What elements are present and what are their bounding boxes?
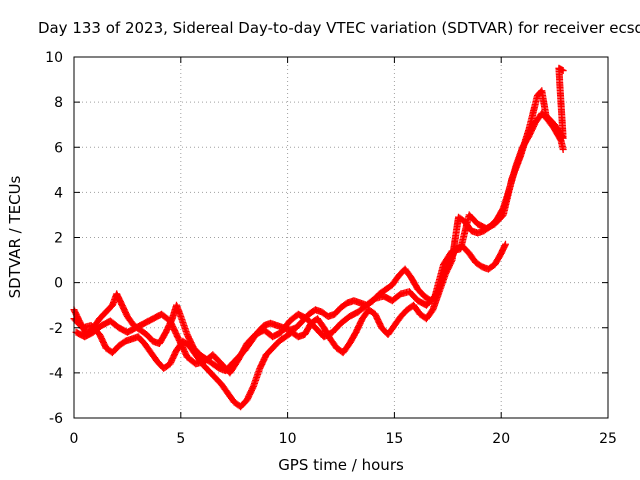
y-tick-label: -2 [49, 321, 63, 337]
x-axis-label: GPS time / hours [278, 456, 404, 474]
x-tick-label: 10 [279, 431, 297, 447]
y-tick-label: -6 [49, 411, 63, 427]
axis-ticks: 0 5 10 15 20 25 -6 -4 -2 0 2 4 6 8 10 [45, 50, 617, 447]
y-tick-label: 0 [54, 276, 63, 292]
x-tick-label: 5 [176, 431, 185, 447]
y-tick-label: 4 [54, 185, 63, 201]
y-tick-label: -4 [49, 366, 63, 382]
data-point [559, 67, 567, 75]
x-tick-label: 25 [599, 431, 617, 447]
data-points [70, 64, 567, 411]
y-tick-label: 2 [54, 231, 63, 247]
y-axis-label: SDTVAR / TECUs [6, 175, 24, 298]
x-tick-label: 0 [70, 431, 79, 447]
series-trace-b [70, 109, 567, 411]
grid-lines [74, 57, 608, 418]
data-point [501, 240, 509, 248]
y-tick-label: 8 [54, 95, 63, 111]
data-point [559, 146, 567, 154]
x-tick-label: 20 [492, 431, 510, 447]
y-tick-label: 10 [45, 50, 63, 66]
x-tick-label: 15 [385, 431, 403, 447]
y-tick-label: 6 [54, 140, 63, 156]
chart-title: Day 133 of 2023, Sidereal Day-to-day VTE… [38, 19, 640, 37]
series-trace-c [72, 64, 567, 377]
